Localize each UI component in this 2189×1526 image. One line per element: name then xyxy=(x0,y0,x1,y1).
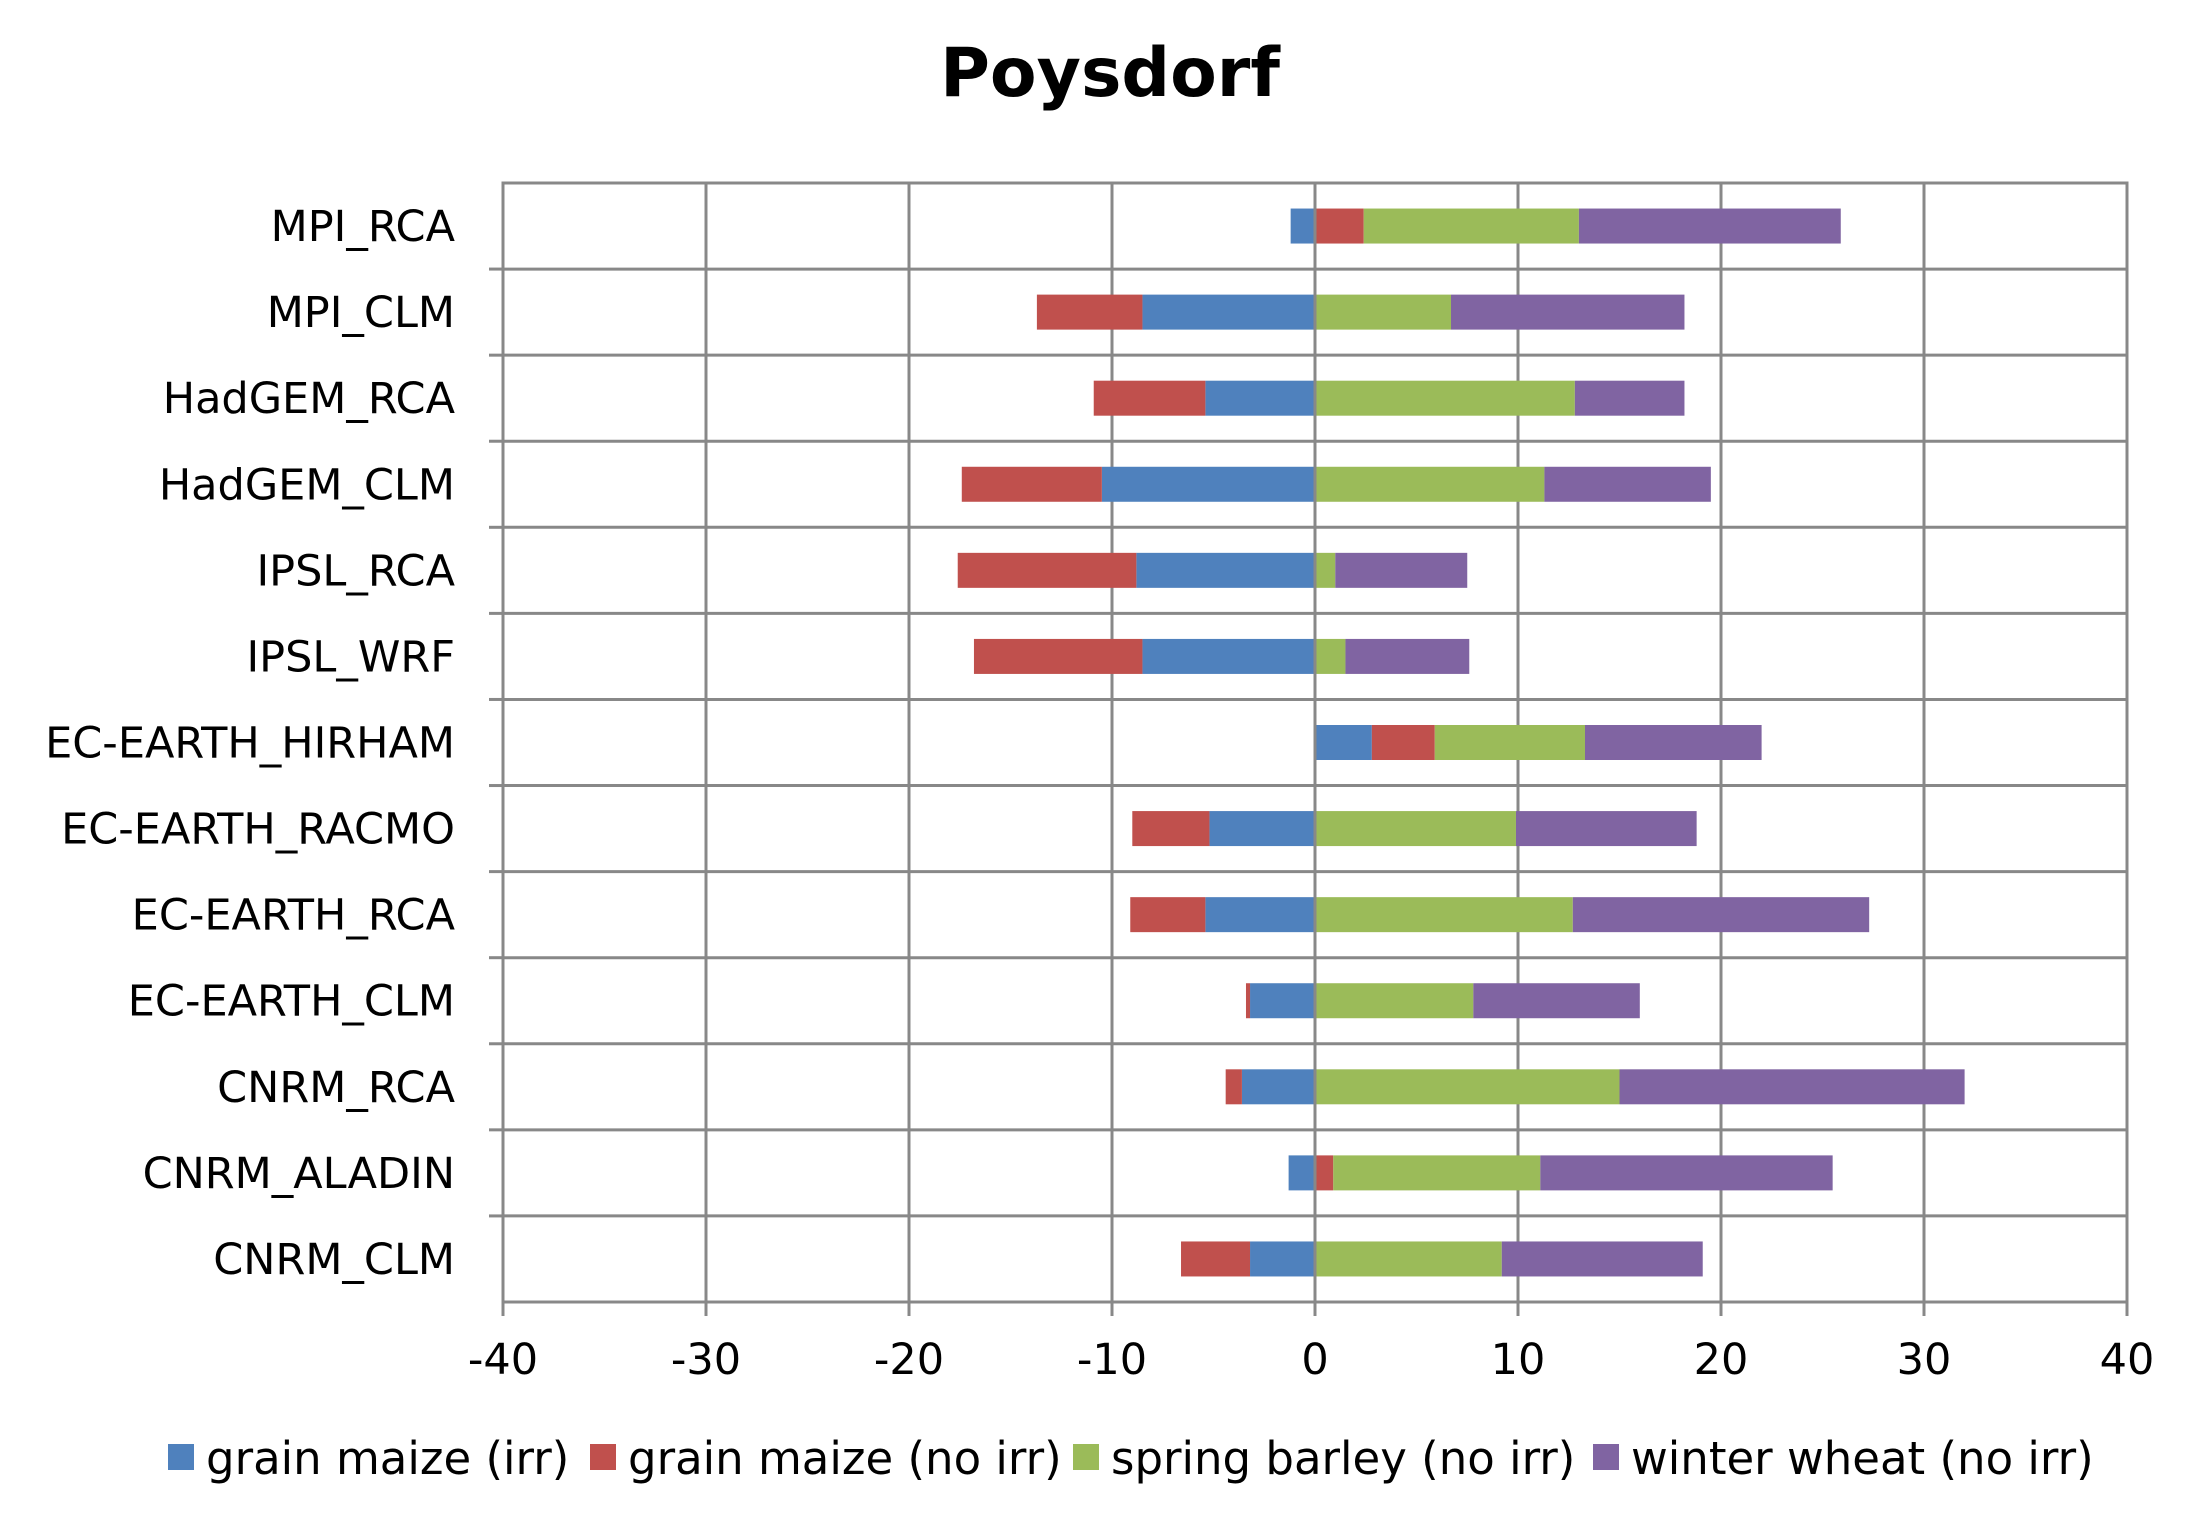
category-label: MPI_RCA xyxy=(271,202,456,252)
bar-segment xyxy=(1315,983,1474,1019)
x-tick-labels: -40 -30 -20 -10 0 10 20 30 40 xyxy=(468,1335,2154,1385)
x-tick-label: -10 xyxy=(1077,1335,1147,1385)
axes xyxy=(489,183,2129,1316)
bar-segment xyxy=(1036,294,1143,330)
category-label: EC-EARTH_RCA xyxy=(132,891,456,941)
category-labels: MPI_RCA MPI_CLM HadGEM_RCA HadGEM_CLM IPSL_R… xyxy=(45,202,455,1285)
bar-segment xyxy=(1181,1241,1251,1277)
bar-segment xyxy=(1501,1241,1703,1277)
bar-segment xyxy=(1315,638,1346,674)
bar-segment xyxy=(961,466,1102,502)
x-tick-label: -30 xyxy=(671,1335,741,1385)
bars xyxy=(957,208,1965,1277)
bar-segment xyxy=(1578,208,1841,244)
bar-segment xyxy=(1315,1241,1502,1277)
category-label: HadGEM_RCA xyxy=(163,374,456,424)
bar-segment xyxy=(1315,208,1364,244)
bar-segment xyxy=(1574,380,1685,416)
bar-segment xyxy=(1315,1155,1334,1191)
bar-segment xyxy=(1451,294,1685,330)
bar-segment xyxy=(1225,1069,1242,1105)
bar-segment xyxy=(1250,983,1315,1019)
bar-segment xyxy=(1363,208,1579,244)
bar-segment xyxy=(1315,380,1575,416)
bar-segment xyxy=(957,552,1137,588)
bar-segment xyxy=(1619,1069,1965,1105)
bar-segment xyxy=(1572,897,1870,933)
legend-label: winter wheat (no irr) xyxy=(1631,1432,2094,1485)
bar-segment xyxy=(1315,897,1573,933)
category-label: CNRM_ALADIN xyxy=(143,1149,455,1199)
bar-segment xyxy=(1515,811,1697,847)
x-tick-label: 40 xyxy=(2100,1335,2155,1385)
bar-segment xyxy=(1209,811,1315,847)
category-label: EC-EARTH_RACMO xyxy=(61,805,455,855)
legend-swatch xyxy=(1073,1444,1099,1470)
legend-label: spring barley (no irr) xyxy=(1111,1432,1575,1485)
bar-segment xyxy=(1130,897,1206,933)
bar-segment xyxy=(1245,983,1251,1019)
bar-segment xyxy=(1333,1155,1541,1191)
bar-segment xyxy=(1315,552,1336,588)
bar-segment xyxy=(1540,1155,1833,1191)
bar-segment xyxy=(1101,466,1315,502)
bar-segment xyxy=(1288,1155,1315,1191)
bar-segment xyxy=(1473,983,1640,1019)
bar-segment xyxy=(1136,552,1315,588)
bar-segment xyxy=(1371,725,1435,760)
bar-segment xyxy=(1205,380,1315,416)
bar-segment xyxy=(973,638,1143,674)
x-tick-label: -20 xyxy=(874,1335,944,1385)
bar-segment xyxy=(1315,294,1452,330)
bar-segment xyxy=(1142,638,1315,674)
legend-label: grain maize (no irr) xyxy=(628,1432,1062,1485)
bar-segment xyxy=(1315,811,1516,847)
bar-segment xyxy=(1205,897,1315,933)
bar-segment xyxy=(1345,638,1470,674)
chart-title: Poysdorf xyxy=(940,34,1281,113)
category-label: IPSL_WRF xyxy=(247,632,456,682)
category-label: CNRM_CLM xyxy=(213,1235,455,1285)
bar-segment xyxy=(1290,208,1315,244)
bar-segment xyxy=(1132,811,1210,847)
category-label: EC-EARTH_CLM xyxy=(128,977,455,1027)
bar-segment xyxy=(1584,725,1762,760)
bar-segment xyxy=(1241,1069,1315,1105)
bar-segment xyxy=(1142,294,1315,330)
legend-swatch xyxy=(590,1444,616,1470)
legend-swatch xyxy=(168,1444,194,1470)
bar-segment xyxy=(1250,1241,1315,1277)
bar-segment xyxy=(1315,725,1372,760)
x-tick-label: 30 xyxy=(1897,1335,1952,1385)
bar-segment xyxy=(1544,466,1711,502)
x-tick-label: 20 xyxy=(1694,1335,1749,1385)
bar-segment xyxy=(1335,552,1468,588)
x-tick-label: -40 xyxy=(468,1335,538,1385)
x-tick-label: 10 xyxy=(1491,1335,1546,1385)
bar-segment xyxy=(1315,1069,1620,1105)
bar-segment xyxy=(1093,380,1206,416)
category-label: EC-EARTH_HIRHAM xyxy=(45,719,455,769)
category-label: CNRM_RCA xyxy=(217,1063,455,1113)
legend: grain maize (irr) grain maize (no irr) spr… xyxy=(168,1432,2094,1485)
bar-segment xyxy=(1315,466,1545,502)
category-label: HadGEM_CLM xyxy=(159,460,455,510)
category-label: MPI_CLM xyxy=(267,288,455,338)
category-label: IPSL_RCA xyxy=(256,546,455,596)
x-tick-label: 0 xyxy=(1301,1335,1328,1385)
legend-swatch xyxy=(1593,1444,1619,1470)
legend-label: grain maize (irr) xyxy=(206,1432,569,1485)
bar-segment xyxy=(1434,725,1585,760)
